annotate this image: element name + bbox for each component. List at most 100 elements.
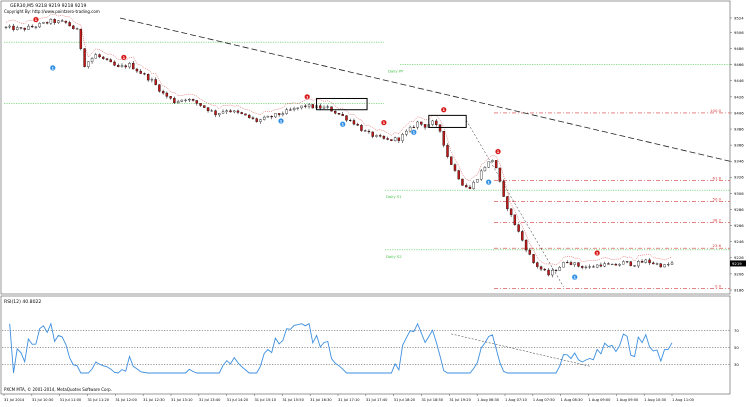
price-tick-label: 9386 [734,126,744,131]
buy-marker [410,129,417,136]
time-axis: 31 Jul 2014 31 Jul 10:30 31 Jul 11:00 31 Ju… [3,394,695,402]
bear-candle [629,261,633,266]
time-tick-label: 1 Aug 10:30 [644,398,667,402]
bull-candle [266,116,270,118]
bear-candle [566,262,569,264]
bull-candle [180,99,184,102]
bull-candle [218,112,221,116]
bull-candle [644,259,648,263]
time-tick-label: 31 Jul 14:20 [227,398,249,402]
bear-candle [446,145,449,157]
bull-candle [558,267,561,271]
range-box [428,114,467,128]
bear-candle [229,110,232,113]
sell-marker [304,93,311,100]
bull-candle [663,264,666,268]
bull-candle [637,261,640,267]
bear-candle [536,262,539,267]
bear-candle [580,266,584,268]
sell-marker [380,119,387,126]
fibonacci-levels: 100.0 61.8 50.0 38.2 23.6 0.0 [494,108,730,289]
bull-candle [622,261,625,265]
bear-candle [165,92,169,97]
bull-candle [326,106,329,108]
bear-candle [360,125,363,131]
bull-candle [90,58,94,62]
sell-marker [32,16,39,23]
bear-candle [289,109,292,111]
bear-candle [334,111,337,114]
bear-candle [143,73,146,75]
bull-candle [262,116,266,120]
bear-candle [206,107,210,112]
daily-level-label: Daily S1 [386,194,402,199]
bull-candle [483,167,487,172]
bull-candle [416,121,419,128]
chart-title: GER30,M5 9218 9219 9218 9219 [10,3,87,9]
price-tick-label: 9346 [734,159,744,164]
marker-label: 1 [596,251,599,255]
time-tick-label: 1 Aug 07:10 [505,398,528,402]
bear-candle [79,28,83,49]
candlestick-series [4,18,674,278]
buy-marker [485,179,492,186]
marker-label: 1 [35,18,38,22]
bear-candle [345,115,348,121]
sell-marker [594,249,601,256]
bear-candle [521,231,524,241]
bear-candle [247,114,251,118]
bear-candle [547,269,550,276]
fib-level-label: 23.6 [713,243,722,248]
marker-label: 1 [443,108,446,112]
bull-candle [4,26,8,28]
bear-candle [352,120,356,125]
bull-candle [57,20,60,23]
rsi-tick-label: 70 [734,328,739,333]
bear-candle [577,262,580,267]
bull-candle [472,181,475,189]
bear-candle [498,167,502,182]
bull-candle [150,79,154,81]
price-tick-label: 9266 [734,223,744,228]
bear-candle [528,249,532,255]
bull-candle [16,27,19,30]
bear-candle [319,105,322,109]
footer-copyright: PXCM MTA, © 2001-2014, MetaQuotes Softwa… [4,387,112,392]
bull-candle [8,25,11,28]
fib-level-label: 100.0 [710,108,721,113]
time-tick-label: 31 Jul 19:20 [449,398,471,402]
bear-candle [68,22,71,27]
bull-candle [603,263,606,267]
bull-candle [431,120,434,125]
sell-marker [495,148,502,155]
marker-label: 1 [487,181,490,185]
bull-candle [281,113,285,115]
buy-marker [278,118,285,125]
bear-candle [251,117,255,119]
price-tick-label: 9366 [734,143,744,148]
price-tick-label: 9426 [734,94,744,99]
price-tick-label: 9246 [734,239,744,244]
bear-candle [532,254,535,263]
bear-candle [113,61,116,66]
bear-candle [506,196,509,210]
last-price-tag [730,260,746,267]
rsi-trend-line [451,333,590,367]
bear-candle [214,110,217,116]
rsi-series [9,322,673,374]
marker-label: 1 [52,66,55,70]
bull-candle [225,110,228,112]
bear-candle [502,181,505,197]
fib-level-label: 50.0 [713,196,722,201]
bear-candle [191,99,195,101]
marker-label: 1 [280,119,283,123]
time-tick-label: 31 Jul 18:50 [422,398,444,402]
bear-candle [117,65,120,67]
bear-candle [109,59,112,63]
price-tick-label: 9206 [734,271,744,276]
bull-candle [34,26,38,28]
last-price-label: 9219 [732,261,742,266]
time-tick-label: 31 Jul 15:10 [255,398,277,402]
time-tick-label: 1 Aug 07:50 [533,398,556,402]
